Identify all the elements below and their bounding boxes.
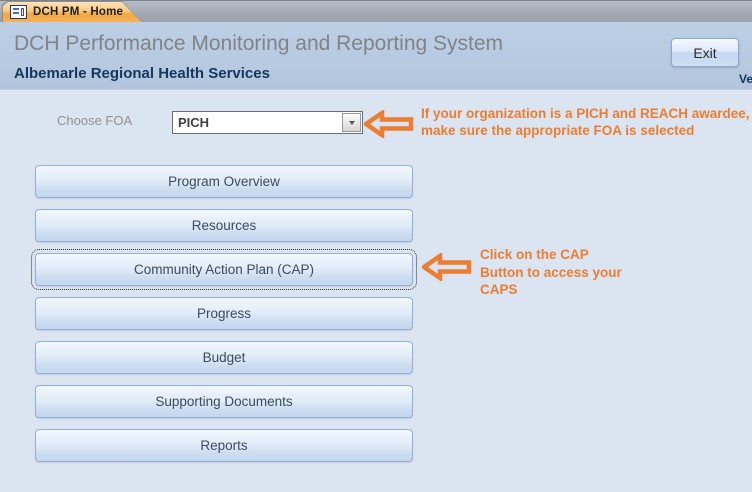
caret-down-icon <box>348 120 355 125</box>
organization-subtitle: Albemarle Regional Health Services <box>14 65 270 82</box>
nav-button-program-overview[interactable]: Program Overview <box>35 165 413 198</box>
foa-annotation: If your organization is a PICH and REACH… <box>421 106 752 139</box>
tab-bar: DCH PM - Home <box>0 0 752 23</box>
cap-annotation: Click on the CAP Button to access your C… <box>480 246 752 299</box>
nav-button-resources[interactable]: Resources <box>35 209 413 242</box>
foa-selected-value: PICH <box>178 115 210 130</box>
foa-annotation-line: If your organization is a PICH and REACH… <box>421 106 750 121</box>
nav-button-reports[interactable]: Reports <box>35 429 413 462</box>
left-block-arrow-icon <box>364 110 414 138</box>
nav-button-budget[interactable]: Budget <box>35 341 413 374</box>
exit-button[interactable]: Exit <box>671 38 739 67</box>
choose-foa-label: Choose FOA <box>57 113 133 128</box>
foa-combobox[interactable]: PICH <box>172 111 363 134</box>
cap-annotation-line: Click on the CAP <box>480 247 589 262</box>
form-icon <box>10 5 27 19</box>
nav-button-community-action-plan[interactable]: Community Action Plan (CAP) <box>31 249 417 290</box>
tab-home[interactable]: DCH PM - Home <box>2 1 142 23</box>
foa-dropdown-button[interactable] <box>342 113 361 132</box>
cap-annotation-line: Button to access your <box>480 264 622 280</box>
header: DCH Performance Monitoring and Reporting… <box>0 22 752 90</box>
nav-button-column: Program Overview Resources Community Act… <box>31 165 417 473</box>
version-text-clipped: Ve <box>739 72 752 86</box>
nav-button-progress[interactable]: Progress <box>35 297 413 330</box>
page-title: DCH Performance Monitoring and Reporting… <box>14 32 504 55</box>
nav-button-supporting-documents[interactable]: Supporting Documents <box>35 385 413 418</box>
foa-annotation-line: make sure the appropriate FOA is selecte… <box>421 122 695 138</box>
cap-annotation-line: CAPS <box>480 282 518 297</box>
tab-home-label: DCH PM - Home <box>33 6 124 18</box>
left-block-arrow-icon <box>422 253 472 281</box>
